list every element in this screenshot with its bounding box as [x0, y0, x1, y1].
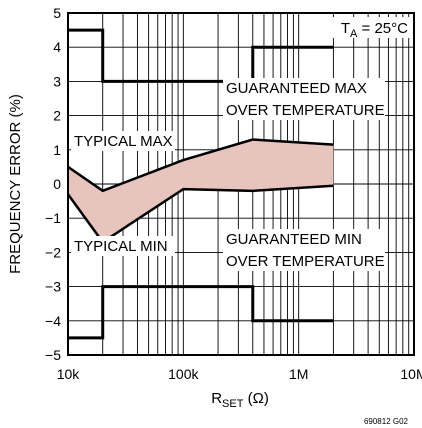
y-tick-label: 3 — [53, 73, 61, 89]
typical-band — [68, 139, 334, 243]
x-axis-title-main: R — [211, 390, 222, 407]
condition-main: T — [341, 20, 350, 37]
plot-frame — [67, 12, 415, 356]
condition-rest: = 25°C — [357, 20, 408, 37]
annotation-text: GUARANTEED MAX — [226, 80, 367, 97]
y-tick-label: −5 — [45, 347, 61, 363]
series-lines — [66, 28, 334, 340]
y-tick-label: 1 — [53, 142, 61, 158]
x-tick-label: 100k — [168, 366, 199, 382]
annotation-text: TYPICAL MAX — [74, 133, 173, 150]
annotation-text: GUARANTEED MIN — [226, 231, 362, 248]
y-tick-label: 5 — [53, 5, 61, 21]
series-line-typical-max — [67, 138, 334, 193]
x-tick-label: 1M — [289, 366, 308, 382]
series-line-guaranteed-min-over-temperature — [68, 285, 334, 340]
annotation-4: GUARANTEED MIN OVER TEMPERATURE — [223, 229, 385, 271]
condition-label-bg — [304, 17, 410, 38]
y-tick-label: 0 — [53, 176, 61, 192]
condition-label-group: TA = 25°C — [304, 17, 410, 40]
y-tick-label: −3 — [45, 279, 61, 295]
annotation-1: GUARANTEED MAX OVER TEMPERATURE — [223, 78, 385, 120]
y-tick-label: −1 — [45, 210, 61, 226]
annotation-bg — [223, 78, 385, 120]
annotation-3: TYPICAL MIN — [71, 236, 175, 256]
typical-band-fill — [68, 139, 334, 243]
y-tick-label: −4 — [45, 313, 61, 329]
x-axis-title-unit: (Ω) — [243, 390, 268, 407]
x-tick-label: 10M — [400, 366, 422, 382]
annotation-text: OVER TEMPERATURE — [226, 102, 385, 119]
y-tick-label: 2 — [53, 108, 61, 124]
x-axis-title-sub: SET — [222, 398, 244, 410]
x-axis-title: RSET (Ω) — [211, 390, 269, 410]
annotation-2: TYPICAL MAX — [71, 131, 175, 151]
y-tick-label: 4 — [53, 39, 61, 55]
figure-code: 690812 G02 — [364, 417, 409, 426]
annotation-bg — [71, 131, 175, 151]
series-line-guaranteed-max-over-temperature — [68, 28, 334, 83]
annotation-bg — [223, 229, 385, 271]
condition-sub: A — [350, 28, 358, 40]
series-line-typical-min — [66, 184, 334, 244]
tick-labels: −5 −4 −3 −2 −1 0 1 2 3 4 5 10k 100k 1M 10M — [45, 5, 422, 382]
annotation-text: OVER TEMPERATURE — [226, 253, 385, 270]
annotations: GUARANTEED MAX OVER TEMPERATURE TYPICAL MA… — [71, 78, 385, 271]
condition-label: TA = 25°C — [341, 20, 408, 40]
y-tick-label: −2 — [45, 244, 61, 260]
x-tick-label: 10k — [57, 366, 81, 382]
y-axis-title: FREQUENCY ERROR (%) — [7, 94, 24, 274]
annotation-bg — [71, 236, 175, 256]
annotation-text: TYPICAL MIN — [74, 238, 168, 255]
